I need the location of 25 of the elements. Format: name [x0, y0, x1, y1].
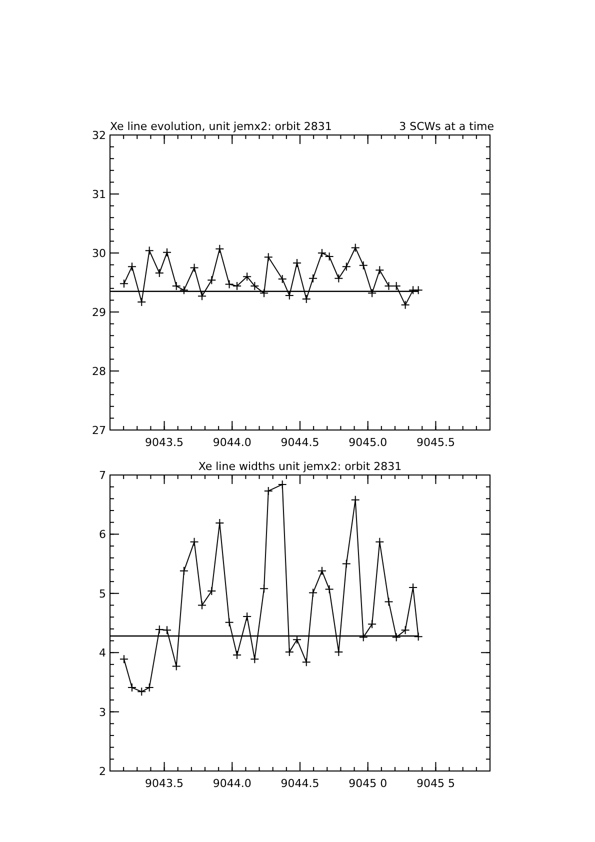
y-tick-label: 6 [99, 528, 106, 542]
y-tick-label: 7 [99, 469, 106, 482]
y-tick-label: 29 [92, 306, 106, 319]
x-tick-label: 9045.0 [348, 436, 388, 449]
x-tick-label: 9044.0 [212, 436, 252, 449]
y-tick-label: 5 [99, 587, 106, 600]
y-tick-label: 27 [92, 424, 106, 437]
y-tick-label: 28 [92, 365, 106, 378]
chart-title: Xe line widths unit jemx2: orbit 2831 [198, 460, 402, 473]
y-tick-label: 4 [99, 646, 106, 660]
chart-title: Xe line evolution, unit jemx2: orbit 2831 [110, 120, 332, 133]
x-tick-label: 9044.0 [212, 777, 252, 790]
y-tick-label: 32 [92, 129, 106, 142]
x-tick-label: 9043.5 [145, 777, 184, 790]
text: 3 SCWs at a time [399, 120, 494, 133]
y-tick-label: 2 [99, 765, 106, 778]
y-tick-label: 3 [99, 706, 106, 719]
x-tick-label: 9045 0 [348, 777, 388, 790]
y-tick-label: 31 [92, 188, 106, 201]
x-tick-label: 9044.5 [280, 436, 320, 449]
x-tick-label: 9045.5 [416, 436, 455, 449]
x-tick-label: 9044.5 [280, 777, 320, 790]
x-tick-label: 9045 5 [416, 777, 455, 790]
x-tick-label: 9043.5 [145, 436, 184, 449]
y-tick-label: 30 [92, 247, 106, 260]
